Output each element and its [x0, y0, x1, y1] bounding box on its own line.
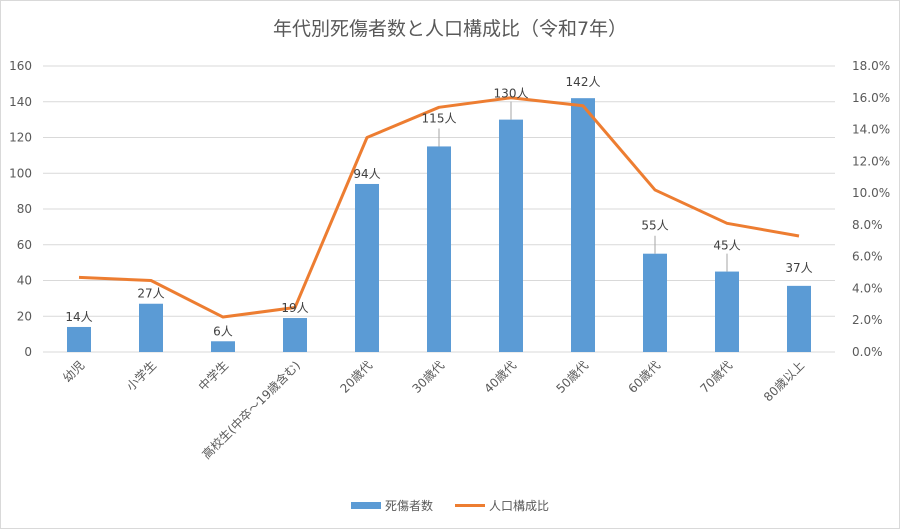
right-axis-tick: 4.0%: [852, 281, 883, 295]
legend-label-bar: 死傷者数: [384, 499, 433, 513]
legend-item-line[interactable]: 人口構成比: [455, 497, 549, 514]
bar-data-label: 94人: [353, 167, 380, 181]
bar-data-label: 115人: [422, 111, 457, 125]
right-axis-tick: 2.0%: [852, 313, 883, 327]
data-labels: 14人 27人 6人 19人 94人 115人 130人 142人 55人 45人 37人: [65, 75, 812, 338]
chart-title: 年代別死傷者数と人口構成比（令和7年）: [272, 18, 628, 40]
left-axis-tick: 20: [17, 309, 32, 323]
legend-item-bar[interactable]: 死傷者数: [350, 497, 433, 514]
left-axis-tick: 0: [24, 345, 32, 359]
left-axis-tick: 100: [9, 166, 32, 180]
legend-label-line: 人口構成比: [489, 499, 550, 513]
bar[interactable]: [643, 253, 667, 352]
x-axis-label: 40歳代: [481, 358, 519, 396]
bar-swatch-icon: [350, 502, 381, 509]
line-swatch-icon: [455, 504, 485, 507]
bar[interactable]: [499, 119, 523, 352]
bar-data-label: 27人: [137, 287, 164, 301]
bar-data-label: 14人: [65, 310, 92, 324]
left-axis-tick: 80: [17, 202, 32, 216]
bar[interactable]: [571, 98, 595, 352]
bar[interactable]: [787, 285, 811, 352]
left-axis-tick: 120: [9, 131, 32, 145]
x-axis-label: 80歳以上: [761, 358, 807, 404]
x-axis-label: 小学生: [123, 358, 159, 394]
bar-data-label: 37人: [785, 261, 812, 275]
right-axis-tick: 10.0%: [852, 186, 890, 200]
label-leader-lines: [438, 101, 728, 272]
bar[interactable]: [67, 326, 91, 352]
bar-data-label: 130人: [494, 87, 529, 101]
bar-data-label: 45人: [713, 239, 740, 253]
x-axis-label: 50歳代: [553, 358, 591, 396]
bar[interactable]: [283, 318, 307, 352]
x-axis-label: 70歳代: [697, 358, 735, 396]
right-axis-tick: 16.0%: [852, 91, 890, 105]
bar-data-label: 142人: [566, 75, 601, 89]
right-axis-tick: 14.0%: [852, 123, 890, 137]
bar[interactable]: [427, 146, 451, 352]
right-axis-tick: 18.0%: [852, 59, 890, 73]
x-axis-label: 中学生: [195, 358, 231, 394]
left-axis-tick: 160: [9, 59, 32, 73]
bar-data-label: 6人: [213, 324, 233, 338]
bar-series: [67, 98, 811, 352]
x-axis-label: 20歳代: [337, 358, 375, 396]
left-axis-tick: 140: [9, 95, 32, 109]
right-axis-tick: 8.0%: [852, 218, 883, 232]
line-series: [78, 96, 800, 319]
right-axis-tick: 0.0%: [852, 345, 883, 359]
x-axis-label: 60歳代: [625, 358, 663, 396]
bar[interactable]: [211, 341, 235, 352]
bar-data-label: 55人: [641, 219, 668, 233]
right-axis-tick: 12.0%: [852, 154, 890, 168]
bar[interactable]: [139, 303, 163, 352]
legend: 死傷者数 人口構成比: [0, 497, 900, 514]
right-axis-tick: 6.0%: [852, 250, 883, 264]
left-axis-tick: 60: [17, 238, 32, 252]
x-axis-label: 30歳代: [409, 358, 447, 396]
left-axis: 0 20 40 60 80 100 120 140 160: [9, 59, 32, 359]
x-axis-label: 幼児: [60, 358, 87, 385]
left-axis-tick: 40: [17, 274, 32, 288]
bar-data-label: 19人: [281, 301, 308, 315]
bar[interactable]: [715, 271, 739, 352]
population-ratio-line[interactable]: [78, 96, 800, 319]
bar[interactable]: [355, 183, 379, 352]
right-axis: 0.0% 2.0% 4.0% 6.0% 8.0% 10.0% 12.0% 14.0% 16.0%…: [852, 59, 890, 359]
